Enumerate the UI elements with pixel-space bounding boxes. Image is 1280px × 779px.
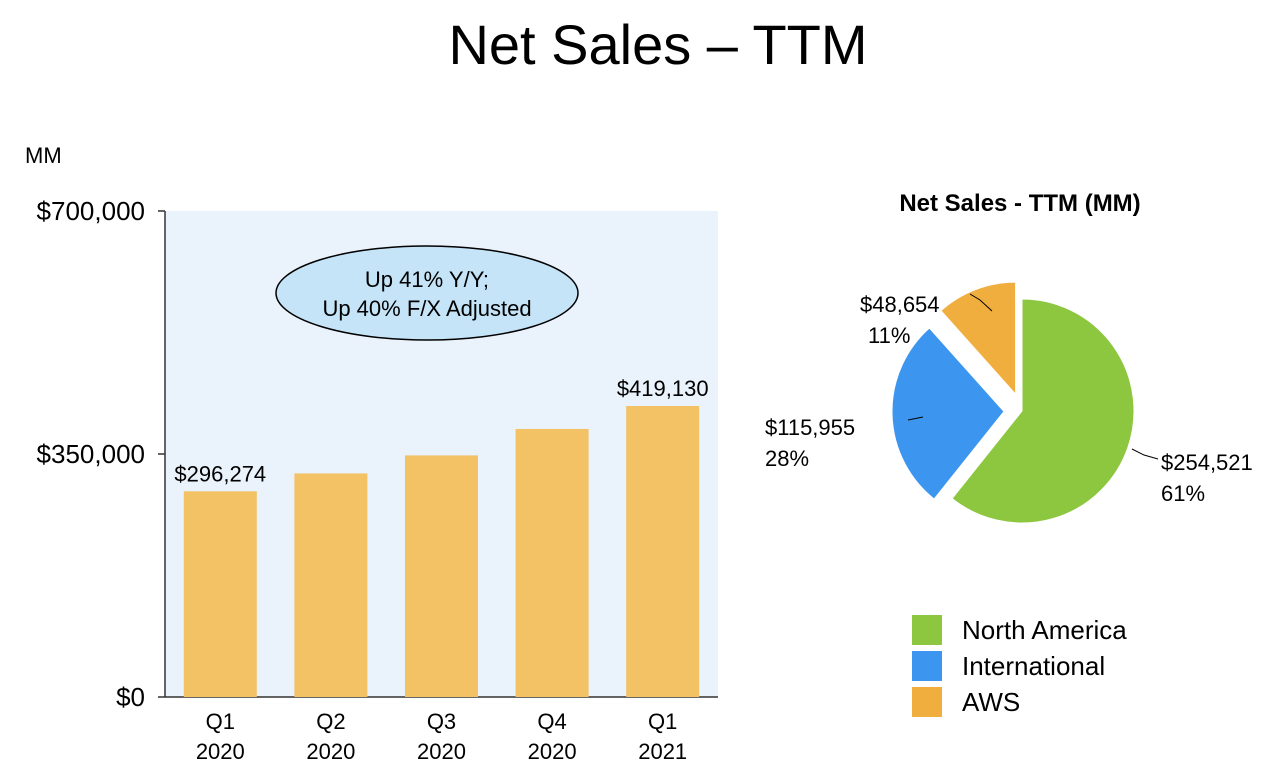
legend-item: AWS: [912, 684, 1127, 720]
annotation-ellipse: [275, 245, 579, 341]
x-tick-label: Q1: [648, 709, 677, 734]
legend-item: International: [912, 648, 1127, 684]
pie-percent-label: 28%: [765, 446, 809, 471]
pie-percent-label: 61%: [1161, 481, 1205, 506]
bar-data-label: $296,274: [174, 461, 266, 486]
legend-swatch: [912, 687, 942, 717]
bar: [515, 428, 589, 697]
legend-label: AWS: [962, 686, 1021, 717]
y-unit-label: MM: [25, 143, 62, 168]
x-tick-label: 2020: [528, 739, 577, 764]
bar: [626, 406, 700, 697]
pie-chart-title: Net Sales - TTM (MM): [899, 190, 1141, 217]
pie-leader-line: [969, 293, 993, 312]
pie-percent-label: 11%: [868, 323, 910, 348]
legend-item: North America: [912, 612, 1127, 648]
bar: [183, 491, 257, 697]
pie-chart: $254,521 61% $115,955 28% $48,654 11%: [765, 281, 1253, 524]
pie-slice: [940, 281, 1017, 396]
annotation-text: Up 41% Y/Y;: [365, 267, 489, 292]
pie-value-label: $115,955: [765, 415, 855, 440]
pie-slice: [891, 327, 1005, 500]
x-tick-label: Q3: [427, 709, 456, 734]
x-tick-label: Q1: [206, 709, 235, 734]
x-tick-label: 2020: [417, 739, 466, 764]
bar: [405, 455, 478, 697]
pie-slice: [951, 298, 1135, 524]
legend-swatch: [912, 615, 942, 645]
x-tick-label: 2020: [196, 739, 245, 764]
pie-value-label: $254,521: [1161, 450, 1253, 475]
pie-value-label: $48,654: [860, 292, 940, 317]
pie-leader-line: [1131, 448, 1159, 460]
pie-legend: North America International AWS: [912, 612, 1127, 720]
annotation-text: Up 40% F/X Adjusted: [322, 296, 531, 321]
legend-label: International: [962, 650, 1106, 681]
bar-chart: MM $0 $350,000 $700,000 $296,274 Q1 2020 Q2 2020…: [25, 143, 718, 764]
bar: [294, 473, 368, 697]
page-title: Net Sales – TTM: [448, 13, 868, 76]
legend-label: North America: [962, 614, 1127, 645]
x-tick-label: 2020: [306, 739, 355, 764]
legend-swatch: [912, 651, 942, 681]
pie-leader-line: [907, 416, 924, 421]
y-tick-label: $700,000: [37, 196, 145, 226]
x-tick-label: 2021: [638, 739, 687, 764]
x-tick-label: Q2: [316, 709, 345, 734]
bar-data-label: $419,130: [617, 376, 709, 401]
y-tick-label: $350,000: [37, 439, 145, 469]
y-tick-label: $0: [116, 682, 145, 712]
x-tick-label: Q4: [537, 709, 566, 734]
